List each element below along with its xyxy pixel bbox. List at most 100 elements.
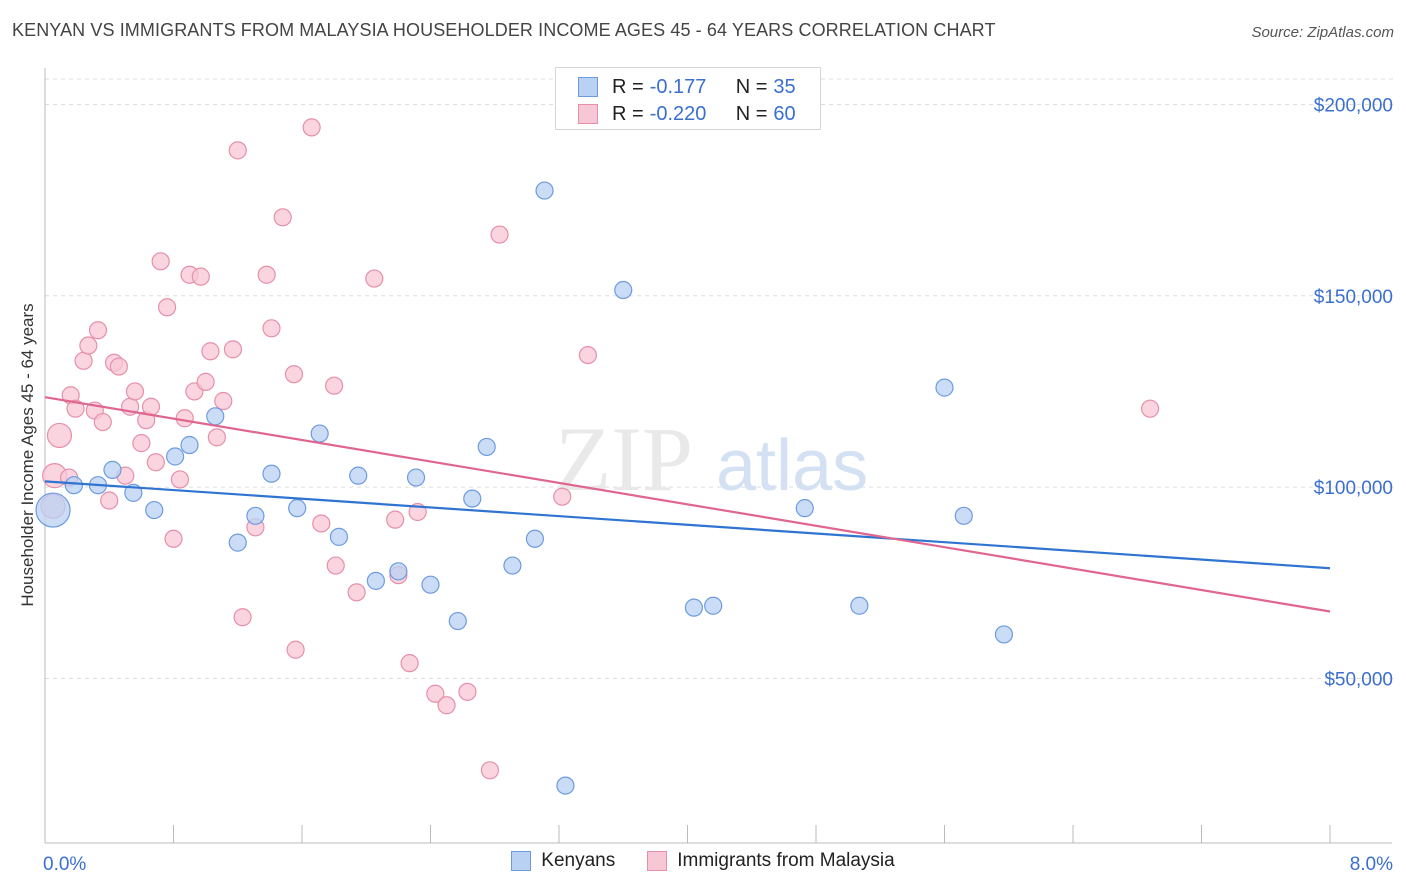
kenyan-point — [349, 466, 368, 485]
malaysia-point — [262, 319, 281, 338]
n-label: N = — [735, 102, 768, 125]
n-label: N = — [735, 75, 768, 98]
kenyan-point — [421, 575, 440, 594]
malaysia-point — [233, 608, 252, 627]
malaysia-point — [437, 696, 456, 715]
legend: Kenyans Immigrants from Malaysia — [0, 850, 1406, 872]
malaysia-point — [365, 269, 384, 288]
malaysia-point — [325, 376, 344, 395]
malaysia-point — [286, 640, 305, 659]
malaysia-swatch — [578, 104, 598, 124]
malaysia-point — [578, 345, 598, 365]
malaysia-point — [93, 412, 112, 432]
malaysia-point — [191, 267, 210, 286]
kenyan-point — [64, 476, 84, 495]
kenyan-point — [310, 424, 329, 443]
kenyan-point — [180, 435, 199, 455]
source-label: Source: ZipAtlas.com — [1251, 24, 1394, 41]
malaysia-point — [312, 514, 331, 533]
stats-row-kenyans: R = -0.177 N = 35 — [578, 75, 796, 99]
malaysia-point — [74, 351, 93, 370]
malaysia-point — [553, 487, 572, 506]
kenyan-point — [448, 611, 467, 631]
kenyans-swatch — [578, 77, 598, 97]
legend-item-malaysia[interactable]: Immigrants from Malaysia — [647, 850, 895, 872]
malaysia-point — [400, 654, 419, 673]
watermark: ZIP atlas — [555, 408, 868, 510]
kenyan-point — [477, 437, 496, 457]
r-value-kenyans: -0.177 — [649, 75, 707, 98]
kenyan-point — [145, 500, 164, 520]
series-kenyans — [35, 181, 1014, 795]
kenyan-point — [684, 598, 704, 617]
kenyan-trend-line — [44, 480, 1331, 570]
malaysia-point — [458, 682, 477, 701]
kenyan-point — [954, 506, 973, 525]
kenyan-point — [228, 533, 247, 552]
malaysia-point — [132, 434, 151, 453]
malaysia-point — [347, 583, 366, 602]
malaysia-point — [88, 321, 108, 340]
legend-item-kenyans[interactable]: Kenyans — [511, 850, 615, 872]
kenyan-point — [535, 181, 554, 200]
kenyan-point — [288, 499, 307, 518]
chart-title: KENYAN VS IMMIGRANTS FROM MALAYSIA HOUSE… — [12, 20, 996, 40]
malaysia-point — [100, 491, 119, 510]
kenyan-point — [795, 499, 814, 518]
kenyan-point — [704, 596, 723, 615]
kenyan-point — [366, 571, 385, 590]
malaysia-point — [79, 336, 98, 355]
legend-label-malaysia: Immigrants from Malaysia — [677, 850, 895, 871]
malaysia-legend-swatch — [647, 851, 668, 871]
kenyan-point — [206, 407, 225, 426]
malaysia-point — [196, 372, 215, 391]
malaysia-point — [141, 397, 161, 416]
kenyan-point — [850, 596, 869, 615]
malaysia-point — [170, 470, 190, 489]
malaysia-point — [257, 265, 276, 284]
kenyan-point — [103, 460, 122, 479]
malaysia-point — [125, 382, 145, 401]
malaysia-point — [302, 118, 321, 137]
kenyan-point — [556, 776, 575, 795]
malaysia-point — [146, 453, 165, 472]
malaysia-point — [386, 510, 405, 529]
kenyan-point — [503, 556, 522, 575]
malaysia-point — [157, 298, 177, 317]
malaysia-point — [228, 141, 247, 160]
malaysia-point — [151, 252, 170, 271]
kenyan-point — [262, 464, 281, 483]
r-value-malaysia: -0.220 — [649, 102, 707, 125]
malaysia-point — [480, 761, 500, 780]
x-tick-label-min: 0.0% — [43, 854, 86, 875]
kenyan-point — [246, 506, 265, 525]
tick-labels: $50,000 $100,000 $150,000 $200,000 0.0% 8.0% — [43, 95, 1393, 875]
malaysia-point — [66, 399, 85, 418]
kenyans-legend-swatch — [511, 851, 532, 871]
watermark-atlas: atlas — [716, 426, 868, 506]
kenyan-point — [35, 492, 71, 528]
malaysia-point — [201, 342, 220, 361]
malaysia-point — [46, 422, 73, 449]
kenyan-point — [406, 468, 426, 487]
kenyan-point — [329, 527, 349, 546]
kenyan-point — [463, 489, 482, 508]
kenyan-point — [525, 529, 545, 548]
kenyan-point — [614, 280, 633, 300]
y-tick-label: $200,000 — [1314, 95, 1393, 116]
malaysia-point — [273, 208, 292, 227]
trend-lines — [44, 396, 1331, 613]
malaysia-point — [164, 529, 183, 548]
malaysia-point — [490, 225, 509, 244]
r-label: R = — [612, 102, 644, 125]
kenyan-point — [166, 447, 185, 466]
n-value-kenyans: 35 — [773, 75, 796, 98]
stats-row-malaysia: R = -0.220 N = 60 — [578, 102, 796, 126]
malaysia-point — [1140, 399, 1160, 418]
malaysia-trend-line — [44, 396, 1331, 613]
malaysia-point — [223, 340, 243, 359]
malaysia-point — [284, 365, 304, 384]
malaysia-point — [175, 409, 194, 428]
kenyan-point — [935, 378, 954, 397]
